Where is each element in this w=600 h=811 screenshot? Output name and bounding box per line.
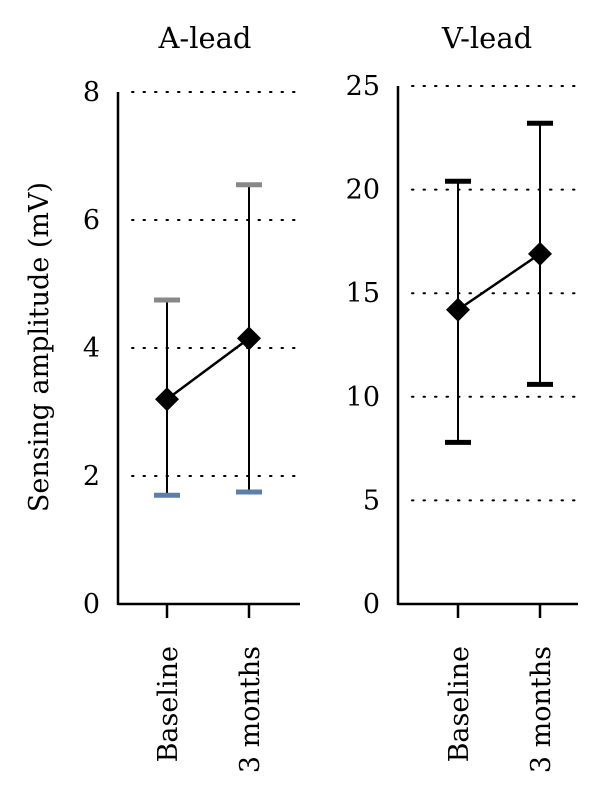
data-point — [155, 387, 179, 412]
x-category-label: Baseline — [444, 646, 475, 762]
y-tick-label: 8 — [83, 77, 100, 108]
panel-title: V-lead — [441, 21, 532, 55]
y-tick-label: 2 — [83, 461, 100, 492]
data-point — [446, 297, 470, 322]
panel-title: A-lead — [157, 21, 251, 55]
series-line — [457, 252, 541, 311]
data-point — [528, 241, 552, 266]
y-tick-label: 0 — [363, 589, 380, 620]
y-tick-label: 6 — [83, 205, 100, 236]
y-tick-label: 25 — [346, 71, 380, 102]
series-line — [166, 337, 250, 401]
x-category-label: 3 months — [235, 646, 266, 773]
y-tick-label: 10 — [346, 382, 380, 413]
panel-a-lead: A-lead 0 2 4 6 8 Baseline 3 months — [83, 21, 301, 773]
y-tick-label: 4 — [83, 333, 100, 364]
y-tick-label: 0 — [83, 589, 100, 620]
data-point — [237, 326, 261, 351]
y-axis-label: Sensing amplitude (mV) — [24, 182, 55, 512]
y-tick-label: 20 — [346, 175, 380, 206]
panel-v-lead: V-lead 0 5 10 15 20 25 Baseline 3 months — [346, 21, 579, 773]
y-tick-label: 15 — [346, 278, 380, 309]
x-category-label: 3 months — [526, 646, 557, 773]
y-tick-label: 5 — [363, 485, 380, 516]
x-category-label: Baseline — [153, 646, 184, 762]
